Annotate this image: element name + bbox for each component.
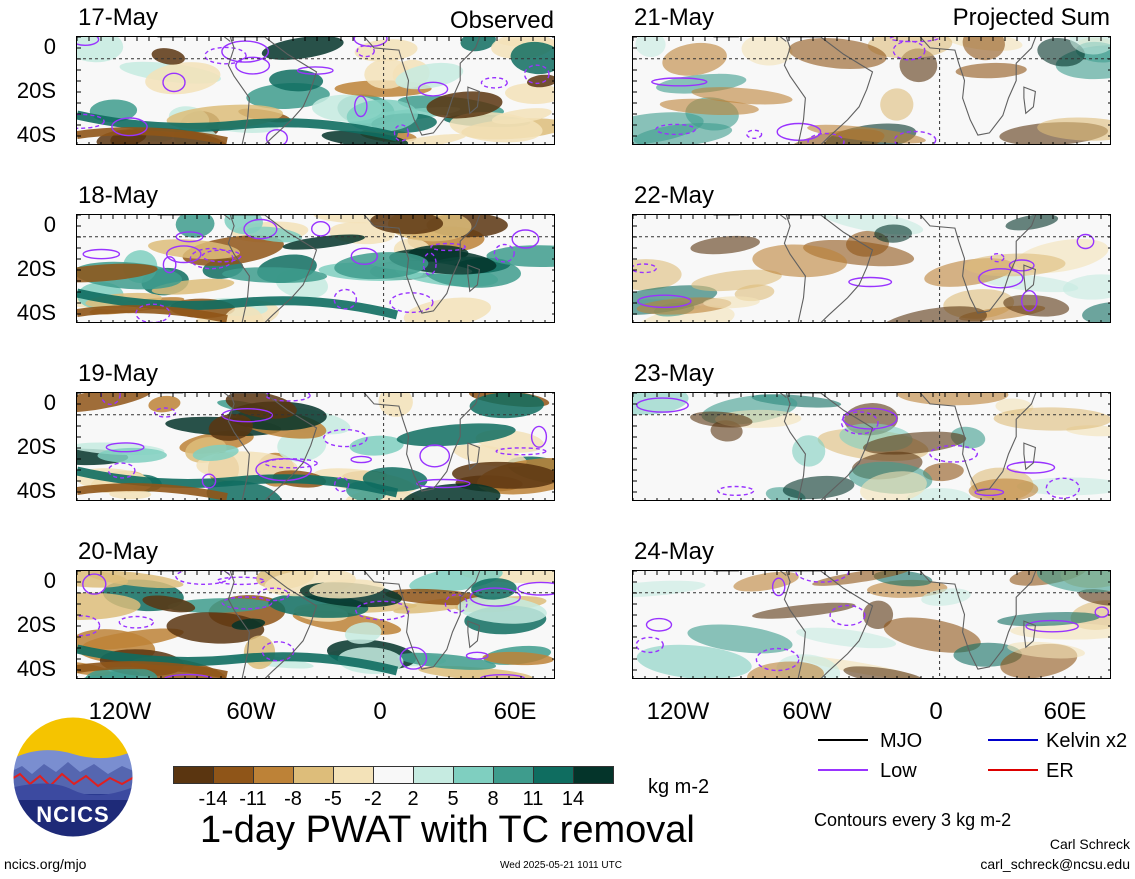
colorbar-label-9: 14 bbox=[561, 788, 585, 810]
observed-map-panel-3 bbox=[76, 392, 555, 501]
projected-map-panel-2 bbox=[632, 214, 1111, 323]
ncics-logo: NCICS bbox=[10, 714, 136, 840]
colorbar-label-3: -5 bbox=[324, 788, 342, 810]
projected-map-panel-1 bbox=[632, 36, 1111, 145]
colorbar-label-4: -2 bbox=[364, 788, 382, 810]
observed-map-panel-4 bbox=[76, 570, 555, 679]
logo-text: NCICS bbox=[36, 802, 110, 827]
lat-tick-row2-2: 40S bbox=[16, 300, 56, 325]
main-title: 1-day PWAT with TC removal bbox=[200, 809, 695, 851]
lon-tick-right-0: 0 bbox=[929, 698, 943, 725]
colorbar-swatch-2 bbox=[253, 766, 294, 784]
lon-tick-left-60w: 60W bbox=[226, 698, 276, 725]
lon-tick-left-0: 0 bbox=[373, 698, 387, 725]
observed-label: Observed bbox=[449, 7, 554, 34]
colorbar-swatch-4 bbox=[333, 766, 374, 784]
colorbar-label-5: 2 bbox=[407, 788, 419, 810]
panel-date-obs-4: 20-May bbox=[78, 538, 159, 565]
lat-tick-row4-1: 20S bbox=[16, 612, 56, 637]
lat-tick-row1-0: 0 bbox=[43, 34, 56, 59]
panel-date-proj-2: 22-May bbox=[634, 182, 715, 209]
panel-date-proj-1: 21-May bbox=[634, 4, 715, 31]
colorbar-label-8: 11 bbox=[522, 788, 544, 810]
colorbar-swatch-9 bbox=[533, 766, 574, 784]
colorbar-swatch-10 bbox=[573, 766, 614, 784]
observed-map-panel-2 bbox=[76, 214, 555, 323]
legend-line-low bbox=[818, 769, 868, 771]
lon-tick-right-60w: 60W bbox=[782, 698, 832, 725]
colorbar-label-7: 8 bbox=[487, 788, 499, 810]
projected-map-panel-3 bbox=[632, 392, 1111, 501]
colorbar-label-2: -8 bbox=[284, 788, 302, 810]
colorbar-label-6: 5 bbox=[447, 788, 459, 810]
legend-line-er bbox=[988, 769, 1038, 771]
author-name: Carl Schreck bbox=[1049, 836, 1130, 852]
colorbar-swatch-8 bbox=[493, 766, 534, 784]
observed-map-panel-1 bbox=[76, 36, 555, 145]
timestamp: Wed 2025-05-21 1011 UTC bbox=[500, 860, 622, 871]
legend-label-er: ER bbox=[1046, 760, 1074, 782]
ncics-logo-icon bbox=[12, 716, 134, 838]
site-url[interactable]: ncics.org/mjo bbox=[4, 856, 87, 872]
projected-label: Projected Sum bbox=[952, 4, 1110, 31]
contour-note: Contours every 3 kg m-2 bbox=[814, 810, 1012, 830]
colorbar bbox=[173, 766, 614, 784]
colorbar-swatch-1 bbox=[213, 766, 254, 784]
panel-date-obs-2: 18-May bbox=[78, 182, 159, 209]
author-email[interactable]: carl_schreck@ncsu.edu bbox=[980, 856, 1130, 872]
lat-tick-row2-0: 0 bbox=[43, 212, 56, 237]
colorbar-swatch-6 bbox=[413, 766, 454, 784]
projected-map-panel-4 bbox=[632, 570, 1111, 679]
lat-tick-row2-1: 20S bbox=[16, 256, 56, 281]
legend-label-low: Low bbox=[880, 760, 917, 782]
colorbar-swatch-3 bbox=[293, 766, 334, 784]
lon-tick-left-60e: 60E bbox=[493, 698, 537, 725]
lat-tick-row4-2: 40S bbox=[16, 656, 56, 681]
panel-date-proj-4: 24-May bbox=[634, 538, 715, 565]
colorbar-units: kg m-2 bbox=[648, 776, 710, 798]
colorbar-label-0: -14 bbox=[198, 788, 228, 810]
lat-tick-row4-0: 0 bbox=[43, 568, 56, 593]
colorbar-swatch-7 bbox=[453, 766, 494, 784]
lat-tick-row3-0: 0 bbox=[43, 390, 56, 415]
lat-tick-row3-1: 20S bbox=[16, 434, 56, 459]
legend-label-mjo: MJO bbox=[880, 730, 923, 752]
colorbar-swatch-0 bbox=[173, 766, 214, 784]
panel-date-proj-3: 23-May bbox=[634, 360, 715, 387]
panel-date-obs-3: 19-May bbox=[78, 360, 159, 387]
lat-tick-row1-1: 20S bbox=[16, 78, 56, 103]
lon-tick-left-120w: 120W bbox=[88, 698, 152, 725]
lon-tick-right-120w: 120W bbox=[646, 698, 710, 725]
lat-tick-row3-2: 40S bbox=[16, 478, 56, 503]
legend-label-kelvin: Kelvin x2 bbox=[1046, 730, 1128, 752]
lon-tick-right-60e: 60E bbox=[1043, 698, 1087, 725]
colorbar-swatch-5 bbox=[373, 766, 414, 784]
legend-line-mjo bbox=[818, 739, 868, 741]
panel-date-obs-1: 17-May bbox=[78, 4, 159, 31]
lat-tick-row1-2: 40S bbox=[16, 122, 56, 147]
legend-line-kelvin bbox=[988, 739, 1038, 741]
colorbar-label-1: -11 bbox=[239, 788, 267, 810]
